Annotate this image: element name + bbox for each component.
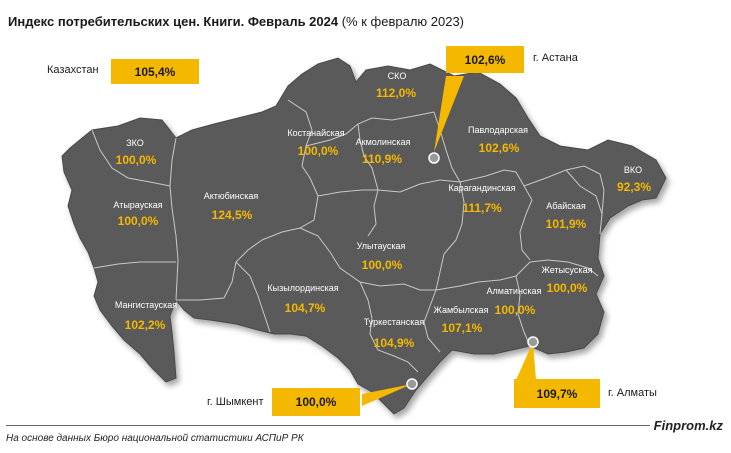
region-name: Карагандинская: [448, 183, 516, 193]
region-name: Жамбылская: [433, 305, 489, 315]
region-value: 124,5%: [211, 208, 253, 222]
region-name: Абайская: [546, 201, 586, 211]
region-name: Улытауская: [356, 241, 406, 251]
region-value: 107,1%: [441, 321, 483, 335]
region-value: 104,7%: [284, 301, 326, 315]
source-note: На основе данных Бюро национальной стати…: [6, 433, 304, 444]
region-name: Костанайская: [287, 128, 345, 138]
chart-title: Индекс потребительских цен. Книги. Февра…: [8, 14, 465, 29]
region-name: Туркестанская: [363, 317, 425, 327]
almaty-value: 109,7%: [514, 379, 600, 408]
footer-divider: [6, 425, 723, 426]
astana-pointer: [434, 76, 464, 152]
kazakhstan-label: Казахстан: [47, 64, 99, 76]
region-value: 100,0%: [361, 258, 403, 272]
brand-logo: Finprom.kz: [649, 418, 723, 433]
region-value: 110,9%: [361, 152, 403, 166]
region-value: 100,0%: [297, 144, 339, 158]
region-name: Атырауская: [113, 200, 163, 210]
astana-label: г. Астана: [533, 52, 578, 64]
region-name: Мангистауская: [114, 300, 178, 310]
region-value: 100,0%: [494, 303, 536, 317]
shymkent-pointer: [362, 384, 412, 406]
region-name: Алматинская: [486, 286, 542, 296]
almaty-label: г. Алматы: [608, 387, 657, 399]
region-name: ВКО: [623, 165, 643, 175]
callout-pointers: [362, 76, 539, 406]
region-value: 100,0%: [117, 214, 159, 228]
region-name: Акмолинская: [355, 137, 411, 147]
region-name: ЗКО: [126, 138, 144, 148]
shymkent-label: г. Шымкент: [207, 396, 264, 408]
astana-marker: [428, 152, 440, 164]
region-value: 102,6%: [478, 141, 520, 155]
region-name: Актюбинская: [203, 191, 259, 201]
shymkent-value: 100,0%: [272, 388, 360, 416]
region-value: 100,0%: [115, 153, 157, 167]
region-value: 112,0%: [375, 86, 417, 100]
astana-value: 102,6%: [446, 46, 524, 73]
country-outline: [61, 57, 667, 415]
region-name: Кызылординская: [267, 283, 339, 293]
region-name: Жетысуская: [541, 265, 593, 275]
region-value: 104,9%: [373, 336, 415, 350]
region-value: 101,9%: [545, 217, 587, 231]
region-borders: [91, 99, 605, 373]
region-value: 92,3%: [616, 180, 652, 194]
region-name: СКО: [387, 71, 407, 81]
region-name: Павлодарская: [468, 125, 528, 135]
shymkent-marker: [406, 378, 418, 390]
region-value: 102,2%: [124, 318, 166, 332]
almaty-pointer: [516, 342, 536, 380]
kazakhstan-value: 105,4%: [111, 59, 199, 84]
almaty-marker: [527, 336, 539, 348]
region-value: 100,0%: [546, 281, 588, 295]
region-value: 111,7%: [462, 201, 502, 215]
